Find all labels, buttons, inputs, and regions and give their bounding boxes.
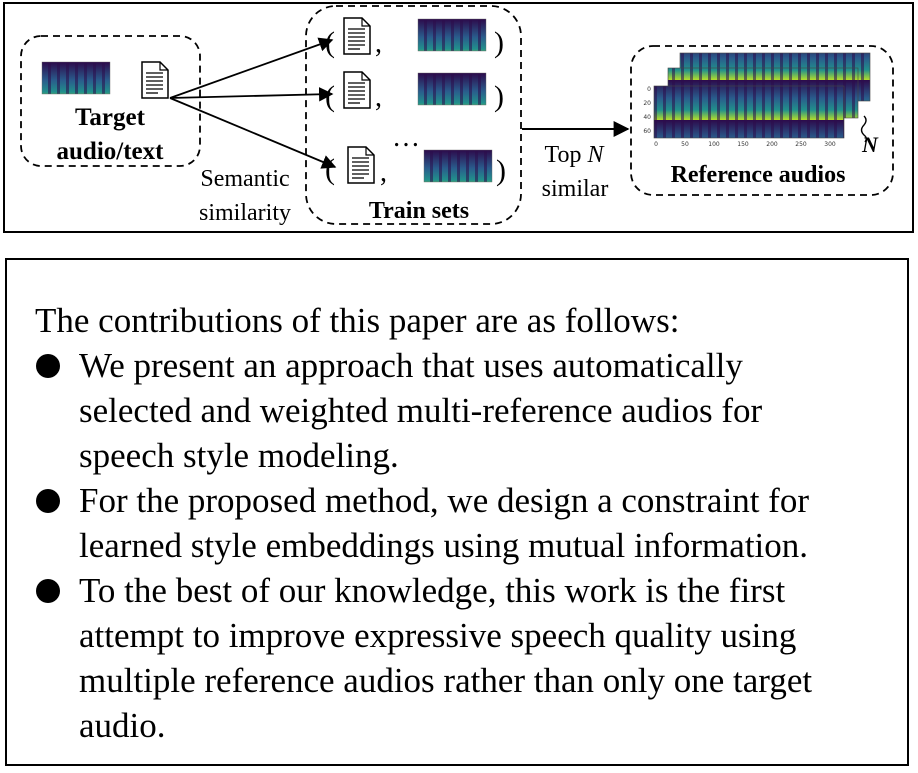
- spectrogram-y-tick: 0: [647, 86, 651, 93]
- similar-label: similar: [542, 176, 609, 202]
- target-box: [20, 35, 201, 167]
- document-icon: [141, 61, 169, 99]
- spectrogram-x-tick: 100: [708, 141, 720, 148]
- stack-count-label: N: [861, 132, 879, 157]
- spectrogram-x-ticks: 0 50 100 150 200 250 300: [654, 141, 836, 148]
- train-sets-label: Train sets: [369, 198, 469, 224]
- target-label-line2: audio/text: [57, 138, 165, 165]
- pair-open-paren: (: [325, 153, 335, 186]
- bullet-icon: [36, 489, 60, 513]
- contribution-line: For the proposed method, we design a con…: [79, 481, 809, 520]
- spectrogram-y-tick: 20: [643, 100, 651, 107]
- pair-close-paren: ): [494, 80, 504, 113]
- contribution-line: learned style embeddings using mutual in…: [79, 526, 809, 565]
- spectrogram-x-tick: 250: [795, 141, 807, 148]
- contributions-box: The contributions of this paper are as f…: [5, 258, 909, 766]
- train-document-icon: [343, 71, 371, 109]
- reference-spectrogram-front: [653, 85, 845, 139]
- bullet-icon: [36, 354, 60, 378]
- contributions-intro: The contributions of this paper are as f…: [35, 301, 680, 340]
- train-document-icon: [343, 17, 371, 55]
- pair-comma: ,: [380, 157, 387, 188]
- semantic-label-line2: similarity: [199, 200, 291, 226]
- pair-open-paren: (: [325, 26, 335, 59]
- contribution-line: selected and weighted multi-reference au…: [79, 391, 763, 430]
- similarity-arrow-bottom: [169, 97, 337, 169]
- train-ellipsis: …: [392, 122, 420, 153]
- semantic-label-line1: Semantic: [200, 166, 289, 192]
- similarity-arrow-top: [169, 37, 334, 99]
- target-label-line1: Target: [75, 104, 146, 131]
- top-n-label: Top N: [545, 142, 606, 168]
- contribution-line: To the best of our knowledge, this work …: [79, 571, 786, 610]
- spectrogram-y-ticks: 0 20 40 60: [643, 86, 651, 135]
- reference-audios-label: Reference audios: [671, 162, 846, 188]
- stack-brace: [860, 115, 867, 143]
- spectrogram-x-tick: 200: [766, 141, 778, 148]
- contribution-line: multiple reference audios rather than on…: [79, 661, 813, 700]
- pair-open-paren: (: [325, 80, 335, 113]
- train-document-icon: [347, 146, 375, 184]
- spectrogram-x-tick: 50: [681, 141, 689, 148]
- contribution-line: attempt to improve expressive speech qua…: [79, 616, 797, 655]
- pair-comma: ,: [375, 28, 382, 59]
- similarity-arrow-middle: [169, 87, 334, 102]
- target-spectrogram: [41, 61, 111, 95]
- train-spectrogram: [417, 72, 487, 106]
- contribution-line: audio.: [79, 706, 166, 745]
- spectrogram-y-tick: 60: [643, 128, 651, 135]
- pair-comma: ,: [375, 82, 382, 113]
- train-spectrogram: [423, 149, 493, 183]
- contribution-line: speech style modeling.: [79, 436, 399, 475]
- train-spectrogram: [417, 18, 487, 52]
- spectrogram-x-tick: 0: [654, 141, 658, 148]
- spectrogram-y-tick: 40: [643, 114, 651, 121]
- spectrogram-x-tick: 300: [824, 141, 836, 148]
- pair-close-paren: ): [494, 26, 504, 59]
- pair-close-paren: ): [496, 154, 506, 187]
- train-sets-box: [305, 5, 522, 225]
- reference-audios-box: [630, 45, 894, 196]
- spectrogram-x-tick: 150: [737, 141, 749, 148]
- bullet-icon: [36, 579, 60, 603]
- contribution-line: We present an approach that uses automat…: [79, 346, 743, 385]
- pipeline-diagram: Target audio/text Semantic similarity ( …: [3, 2, 914, 233]
